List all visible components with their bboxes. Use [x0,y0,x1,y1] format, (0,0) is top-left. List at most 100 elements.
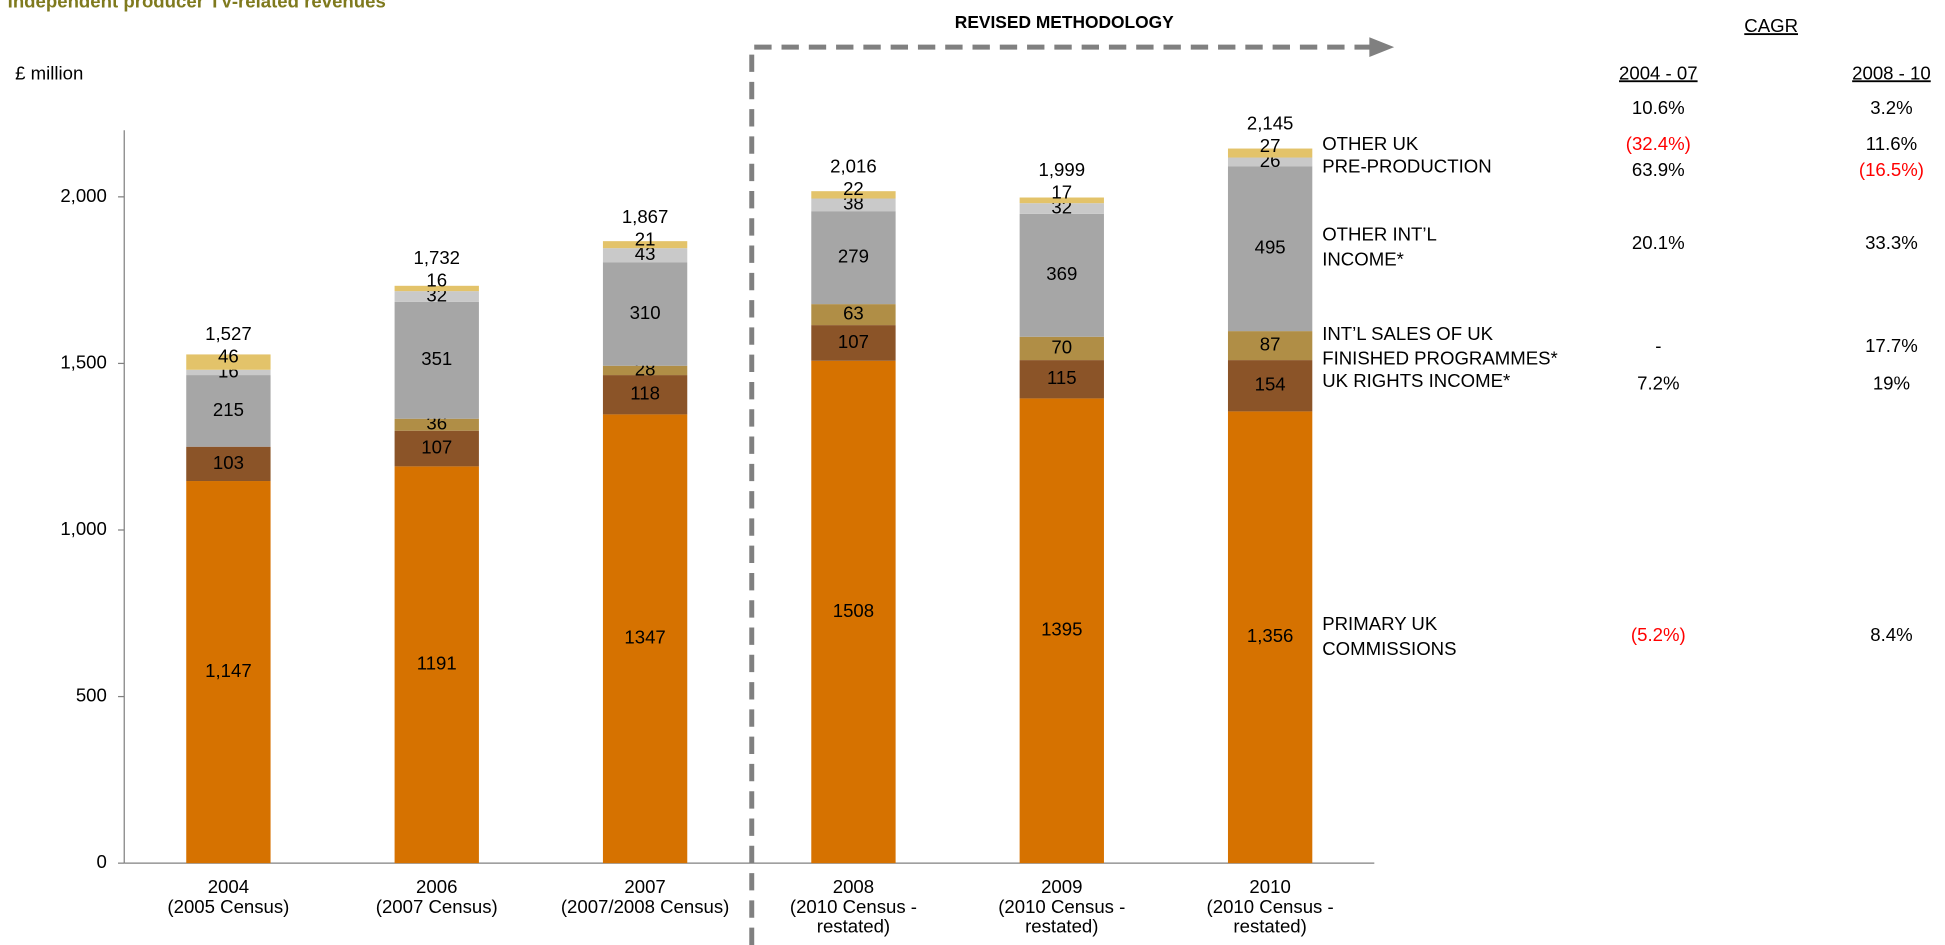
total-label: 1,732 [413,247,460,268]
bar-segment [394,430,479,467]
x-tick-label: 2007 (2007/2008 Census) [561,876,730,917]
bar-segment [186,354,271,370]
value-label: 369 [1046,263,1077,284]
cagr-value: 11.6% [1866,133,1917,154]
bar-segment [1019,213,1104,337]
bar-segment [602,241,688,249]
total-label: 1,867 [622,206,669,227]
bar-segment [1019,203,1104,214]
bar-segment [1227,331,1313,361]
legend-label: OTHER INT’L INCOME* [1322,224,1437,270]
legend-label: UK RIGHTS INCOME* [1322,370,1510,391]
value-label: 279 [838,246,869,267]
value-label: 107 [838,331,869,352]
value-label: 107 [421,436,452,457]
legend-label: OTHER UK [1322,133,1419,154]
x-tick-label: 2008 (2010 Census -restated) [790,876,917,937]
value-label: 22 [843,178,864,199]
bar-segment [186,446,271,482]
legend-label: INT’L SALES OF UK FINISHED PROGRAMMES* [1322,323,1558,369]
methodology-divider [749,44,1377,945]
value-label: 118 [630,383,660,404]
bar-segment [1227,157,1313,167]
chart-title: Independent producer TV-related revenues [8,0,386,11]
cagr-value: 63.9% [1632,159,1685,180]
total-label: 1,527 [205,323,252,344]
value-label: 1347 [624,627,665,648]
total-label: 1,999 [1039,159,1086,180]
value-label: 17 [1051,182,1072,203]
cagr-total: 3.2% [1870,97,1912,118]
bar-segment [1019,360,1104,399]
value-label: 495 [1255,237,1286,258]
value-label: 310 [630,302,661,323]
bar-segment [1019,398,1104,864]
y-tick-label: 0 [97,851,107,872]
value-label: 215 [213,399,244,420]
cagr-total: 10.6% [1632,97,1685,118]
legend-label: PRIMARY UK COMMISSIONS [1322,613,1456,659]
arrow-head [1369,37,1395,58]
cagr-column: 2004 - 07 [1619,62,1698,83]
y-tick-label: 1,500 [60,351,107,372]
bar-segment [1227,411,1313,864]
value-label: 16 [426,269,447,290]
x-tick-label: 2009 (2010 Census -restated) [998,876,1125,937]
y-tick-label: 500 [76,684,107,705]
value-label: 1508 [833,600,874,621]
bar-segment [394,466,479,864]
value-label: 154 [1255,374,1286,395]
bar-segment [394,285,479,292]
value-label: 87 [1260,334,1281,355]
value-label: 115 [1047,367,1077,388]
cagr-value: (16.5%) [1859,159,1924,180]
annotation: REVISED METHODOLOGY [955,12,1174,32]
bar-segment [602,414,688,864]
bar-segment [394,291,479,302]
bar-segment [811,360,896,864]
bar-segment [811,304,896,326]
bar-segment [394,418,479,431]
cagr-value: 17.7% [1865,335,1918,356]
x-tick-label: 2004 (2005 Census) [167,876,289,917]
bar-segment [1227,166,1313,332]
value-label: 1395 [1041,619,1082,640]
value-label: 103 [213,452,244,473]
value-label: 1191 [417,653,457,674]
y-tick-label: 1,000 [60,518,107,539]
value-label: 351 [421,348,452,369]
bar-segment [186,369,271,376]
bar-segment [1019,336,1104,361]
value-label: 46 [218,345,239,366]
bar-segment [394,301,479,419]
bar-segment [602,262,688,366]
legend-label: PRE-PRODUCTION [1322,155,1491,176]
bar-segment [1227,360,1313,412]
bar-segment [811,211,896,305]
total-label: 2,016 [830,156,877,177]
cagr-value: 20.1% [1632,232,1685,253]
value-label: 27 [1260,135,1281,156]
bar-segment [602,375,688,415]
bar-segment [811,198,896,212]
value-label: 1,147 [205,660,252,681]
cagr-value: (5.2%) [1631,624,1686,645]
value-label: 70 [1051,336,1072,357]
x-tick-label: 2006 (2007 Census) [376,876,498,917]
bar-segment [811,191,896,199]
value-label: 63 [843,303,864,324]
value-label: 43 [635,243,656,264]
cagr-column: 2008 - 10 [1852,62,1931,83]
bar-segment [186,375,271,447]
cagr-value: 19% [1873,372,1910,393]
bar-segment [811,325,896,361]
bar-segment [186,481,271,864]
value-label: 21 [635,228,656,249]
cagr-value: - [1655,335,1661,356]
x-tick-label: 2010 (2010 Census -restated) [1207,876,1334,937]
total-label: 2,145 [1247,113,1294,134]
y-axis-label: £ million [15,62,83,83]
bar-segment [1227,148,1313,158]
cagr-value: (32.4%) [1626,133,1691,154]
